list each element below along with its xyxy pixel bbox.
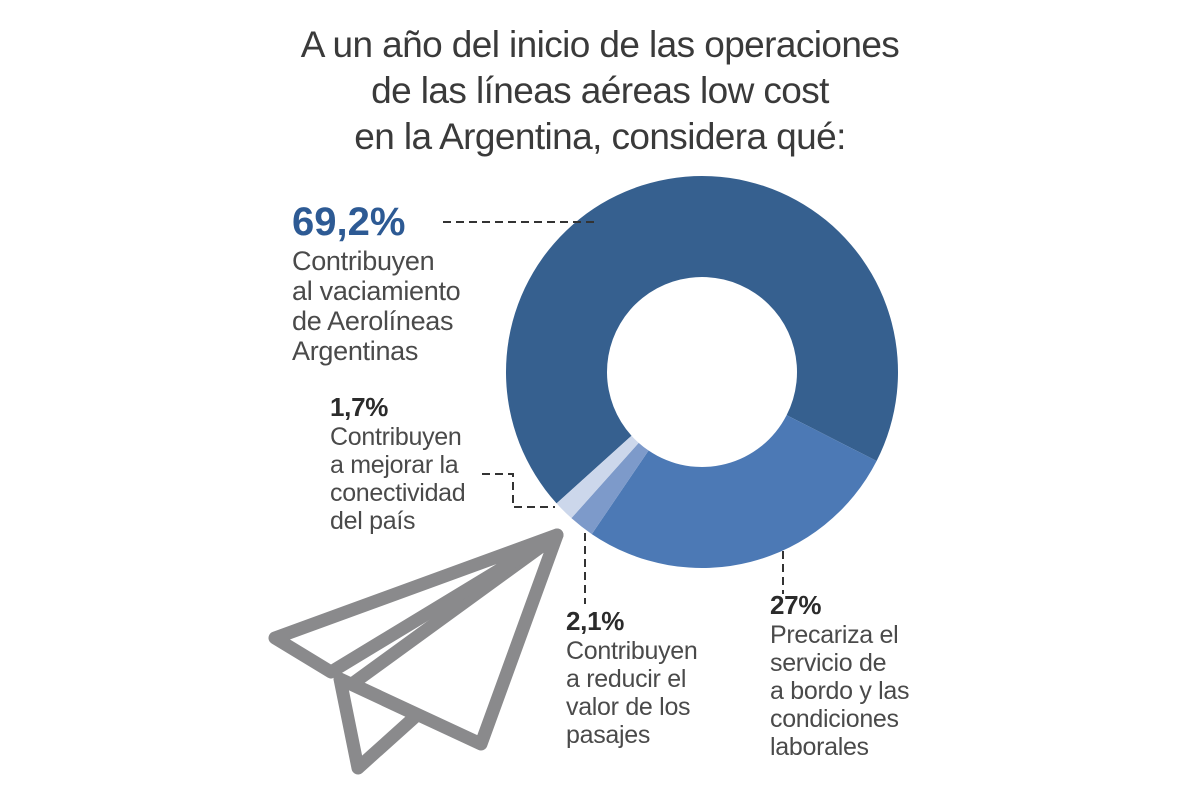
callout-1-7-value: 1,7% <box>330 392 389 422</box>
callout-line: conectividad <box>330 479 466 507</box>
donut-slice-conectividad <box>556 435 639 519</box>
callout-line: Precariza el <box>770 621 899 649</box>
connector-1-7 <box>482 473 555 508</box>
callout-27: 27% Precariza el servicio de a bordo y l… <box>770 590 910 761</box>
paper-plane-icon <box>268 528 564 775</box>
title-line: en la Argentina, considera qué: <box>354 116 846 157</box>
callout-69-2-value: 69,2% <box>292 200 406 244</box>
title-line: de las líneas aéreas low cost <box>371 70 829 111</box>
callout-1-7: 1,7% Contribuyen a mejorar la conectivid… <box>330 392 466 535</box>
connectors <box>443 221 784 604</box>
callout-line: laborales <box>770 733 869 761</box>
callout-69-2: 69,2% Contribuyen al vaciamiento de Aero… <box>292 198 461 366</box>
callout-line: a mejorar la <box>330 451 459 479</box>
callout-line: Contribuyen <box>292 246 435 276</box>
callout-line: a reducir el <box>566 665 687 693</box>
callout-line: del país <box>330 507 416 535</box>
chart-title: A un año del inicio de las operaciones d… <box>0 22 1200 160</box>
donut-slice-precarizacion <box>591 415 877 568</box>
title-line: A un año del inicio de las operaciones <box>300 24 900 65</box>
callout-line: valor de los <box>566 693 691 721</box>
callout-line: Contribuyen <box>330 423 462 451</box>
callout-line: Contribuyen <box>566 637 698 665</box>
callout-line: Argentinas <box>292 336 419 366</box>
plane-wing <box>268 528 564 679</box>
callout-2-1: 2,1% Contribuyen a reducir el valor de l… <box>566 606 698 749</box>
callout-27-value: 27% <box>770 590 822 620</box>
donut-slices <box>505 175 899 568</box>
callout-2-1-value: 2,1% <box>566 606 625 636</box>
donut-slice-reduccion-pasajes <box>571 442 649 535</box>
callout-line: al vaciamiento <box>292 276 461 306</box>
callout-line: pasajes <box>566 721 651 749</box>
plane-keel <box>333 672 424 775</box>
donut-slice-vaciamiento <box>505 175 899 504</box>
callout-line: condiciones <box>770 705 899 733</box>
callout-line: servicio de <box>770 649 887 677</box>
callout-line: a bordo y las <box>770 677 910 705</box>
callout-line: de Aerolíneas <box>292 306 454 336</box>
